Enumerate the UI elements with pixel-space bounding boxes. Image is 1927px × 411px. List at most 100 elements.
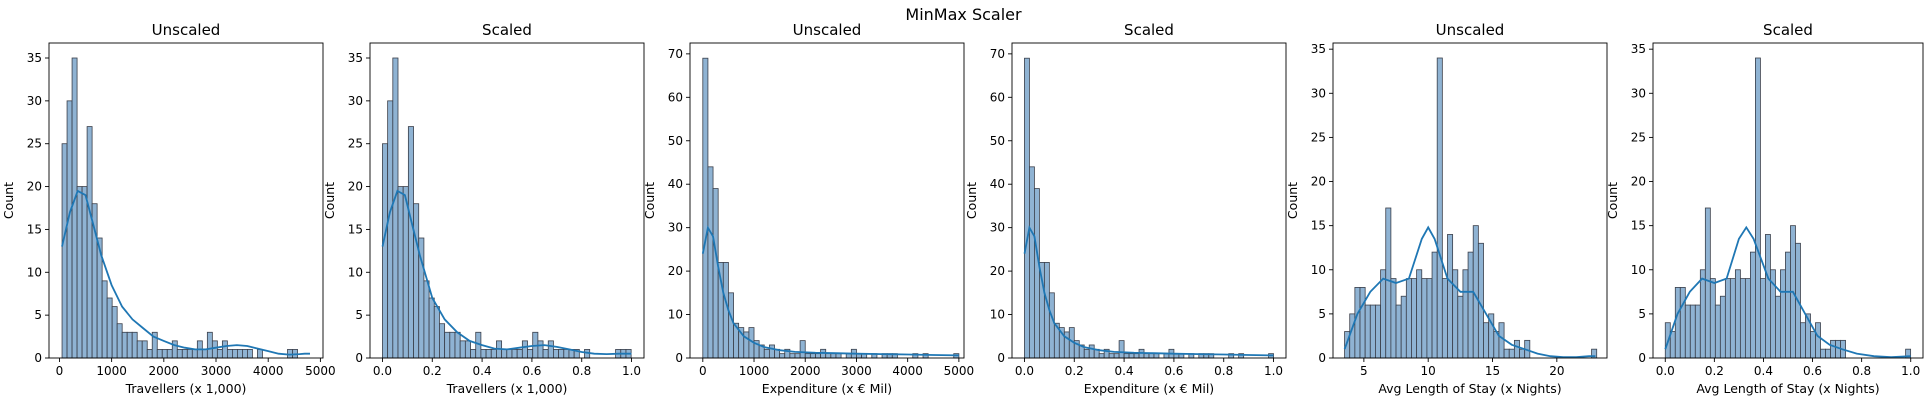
- histogram-bar: [1800, 322, 1806, 359]
- chart-panel-2: 0.0 0.2 0.4 0.6 0.8 1.0 0 5 10 15 20 25 30 35 Scaled Tr…: [322, 21, 645, 396]
- y-tick-label: 5: [1318, 307, 1326, 321]
- histogram-bar: [1462, 269, 1469, 359]
- histogram-bar: [1689, 304, 1696, 359]
- histogram-bar: [1780, 269, 1786, 359]
- histogram-bar: [1143, 353, 1150, 359]
- histogram-bar: [387, 100, 394, 359]
- histogram-bar: [1375, 304, 1381, 359]
- x-tick-label: 0.8: [1214, 364, 1233, 378]
- histogram-bar: [527, 349, 534, 359]
- histogram-bar: [206, 331, 213, 359]
- y-tick-label: 10: [27, 265, 42, 279]
- histogram-bar: [1498, 322, 1505, 359]
- x-tick-label: 15: [1485, 364, 1500, 378]
- histogram-bar: [1359, 287, 1366, 359]
- x-tick-label: 0: [699, 364, 707, 378]
- histogram-bar: [1395, 304, 1402, 359]
- histogram-bar: [1508, 348, 1515, 359]
- x-axis-label: Travellers (x 1,000): [446, 381, 568, 396]
- histogram-bar: [166, 349, 173, 359]
- y-tick-label: 10: [348, 265, 363, 279]
- x-axis-label: Expenditure (x € Mil): [1084, 381, 1214, 396]
- y-tick-label: 0: [997, 351, 1005, 365]
- histogram-bar: [1694, 304, 1701, 359]
- y-tick-label: 30: [668, 221, 683, 235]
- histogram-bar: [71, 57, 78, 359]
- x-tick-label: 0.0: [373, 364, 392, 378]
- y-tick-label: 30: [348, 94, 363, 108]
- x-tick-label: 1.0: [622, 364, 641, 378]
- y-tick-label: 30: [1311, 86, 1326, 100]
- x-tick-label: 4000: [892, 364, 923, 378]
- y-tick-label: 10: [1631, 263, 1646, 277]
- histogram-bar: [1416, 269, 1423, 359]
- y-tick-label: 0: [675, 351, 683, 365]
- y-tick-label: 60: [990, 90, 1005, 104]
- histogram-bar: [830, 353, 837, 359]
- y-tick-label: 20: [348, 180, 363, 194]
- histogram-bar: [1815, 322, 1821, 359]
- histogram-bar: [768, 344, 775, 359]
- histogram-bar: [485, 349, 492, 359]
- histogram-bar: [459, 340, 466, 359]
- y-axis-label: Count: [642, 182, 657, 219]
- histogram-bar: [428, 297, 435, 359]
- chart-panel-1: 0 1000 2000 3000 4000 5000 0 5 10 15 20 25 30 35 Unsca…: [1, 21, 336, 396]
- histogram-bar: [1785, 251, 1791, 359]
- x-tick-label: 0.6: [1803, 364, 1822, 378]
- kde-line: [61, 189, 310, 356]
- axes-frame: [1652, 42, 1924, 359]
- histogram-bar: [247, 349, 253, 359]
- x-tick-label: 0.2: [423, 364, 442, 378]
- y-tick-label: 35: [27, 51, 42, 65]
- histogram-bar: [1128, 353, 1135, 359]
- y-tick-label: 15: [1631, 219, 1646, 233]
- axes-frame: [689, 42, 965, 359]
- y-tick-label: 35: [1311, 42, 1326, 56]
- histogram-bar: [1739, 278, 1746, 359]
- histogram-bar: [799, 340, 806, 359]
- histogram-bar: [156, 349, 163, 359]
- y-tick-label: 40: [668, 177, 683, 191]
- histogram-bar: [237, 349, 243, 359]
- x-tick-label: 20: [1549, 364, 1564, 378]
- histogram-bar: [1513, 339, 1520, 359]
- chart-title: Unscaled: [152, 21, 221, 39]
- histogram-bar: [490, 349, 497, 359]
- y-tick-label: 0: [34, 351, 42, 365]
- axes-frame: [369, 42, 645, 359]
- histogram-bar: [553, 349, 560, 359]
- histogram-bar: [789, 353, 796, 359]
- histogram-bar: [501, 349, 508, 359]
- y-tick-label: 50: [668, 134, 683, 148]
- y-tick-label: 15: [27, 222, 42, 236]
- histogram-bar: [181, 349, 188, 359]
- y-tick-label: 5: [355, 308, 363, 322]
- x-axis-label: Expenditure (x € Mil): [762, 381, 892, 396]
- histogram-bar: [712, 188, 719, 359]
- y-axis-label: Count: [322, 182, 337, 219]
- chart-title: Unscaled: [793, 21, 862, 39]
- histogram-bar: [563, 349, 570, 359]
- histogram-bar: [231, 349, 238, 359]
- chart-panel-6: 0.0 0.2 0.4 0.6 0.8 1.0 0 5 10 15 20 25 30 35 Scaled Av…: [1605, 21, 1924, 396]
- histogram-bar: [1034, 188, 1040, 359]
- histogram-bar: [1390, 278, 1397, 359]
- histogram-bar: [1364, 304, 1371, 359]
- histogram-bar: [1820, 348, 1826, 359]
- histogram-bar: [464, 340, 471, 359]
- histogram-bar: [191, 349, 198, 359]
- histogram-bar: [804, 353, 811, 359]
- x-tick-label: 0.2: [1065, 364, 1084, 378]
- y-tick-label: 20: [668, 264, 683, 278]
- y-tick-label: 35: [348, 51, 363, 65]
- histogram-bar: [815, 353, 821, 359]
- histogram-bar: [1669, 331, 1676, 359]
- x-tick-label: 2000: [149, 364, 180, 378]
- histogram-bar: [1765, 234, 1771, 359]
- histogram-bar: [1679, 287, 1686, 359]
- y-axis-label: Count: [1, 182, 16, 219]
- y-tick-label: 50: [990, 134, 1005, 148]
- y-tick-label: 20: [990, 264, 1005, 278]
